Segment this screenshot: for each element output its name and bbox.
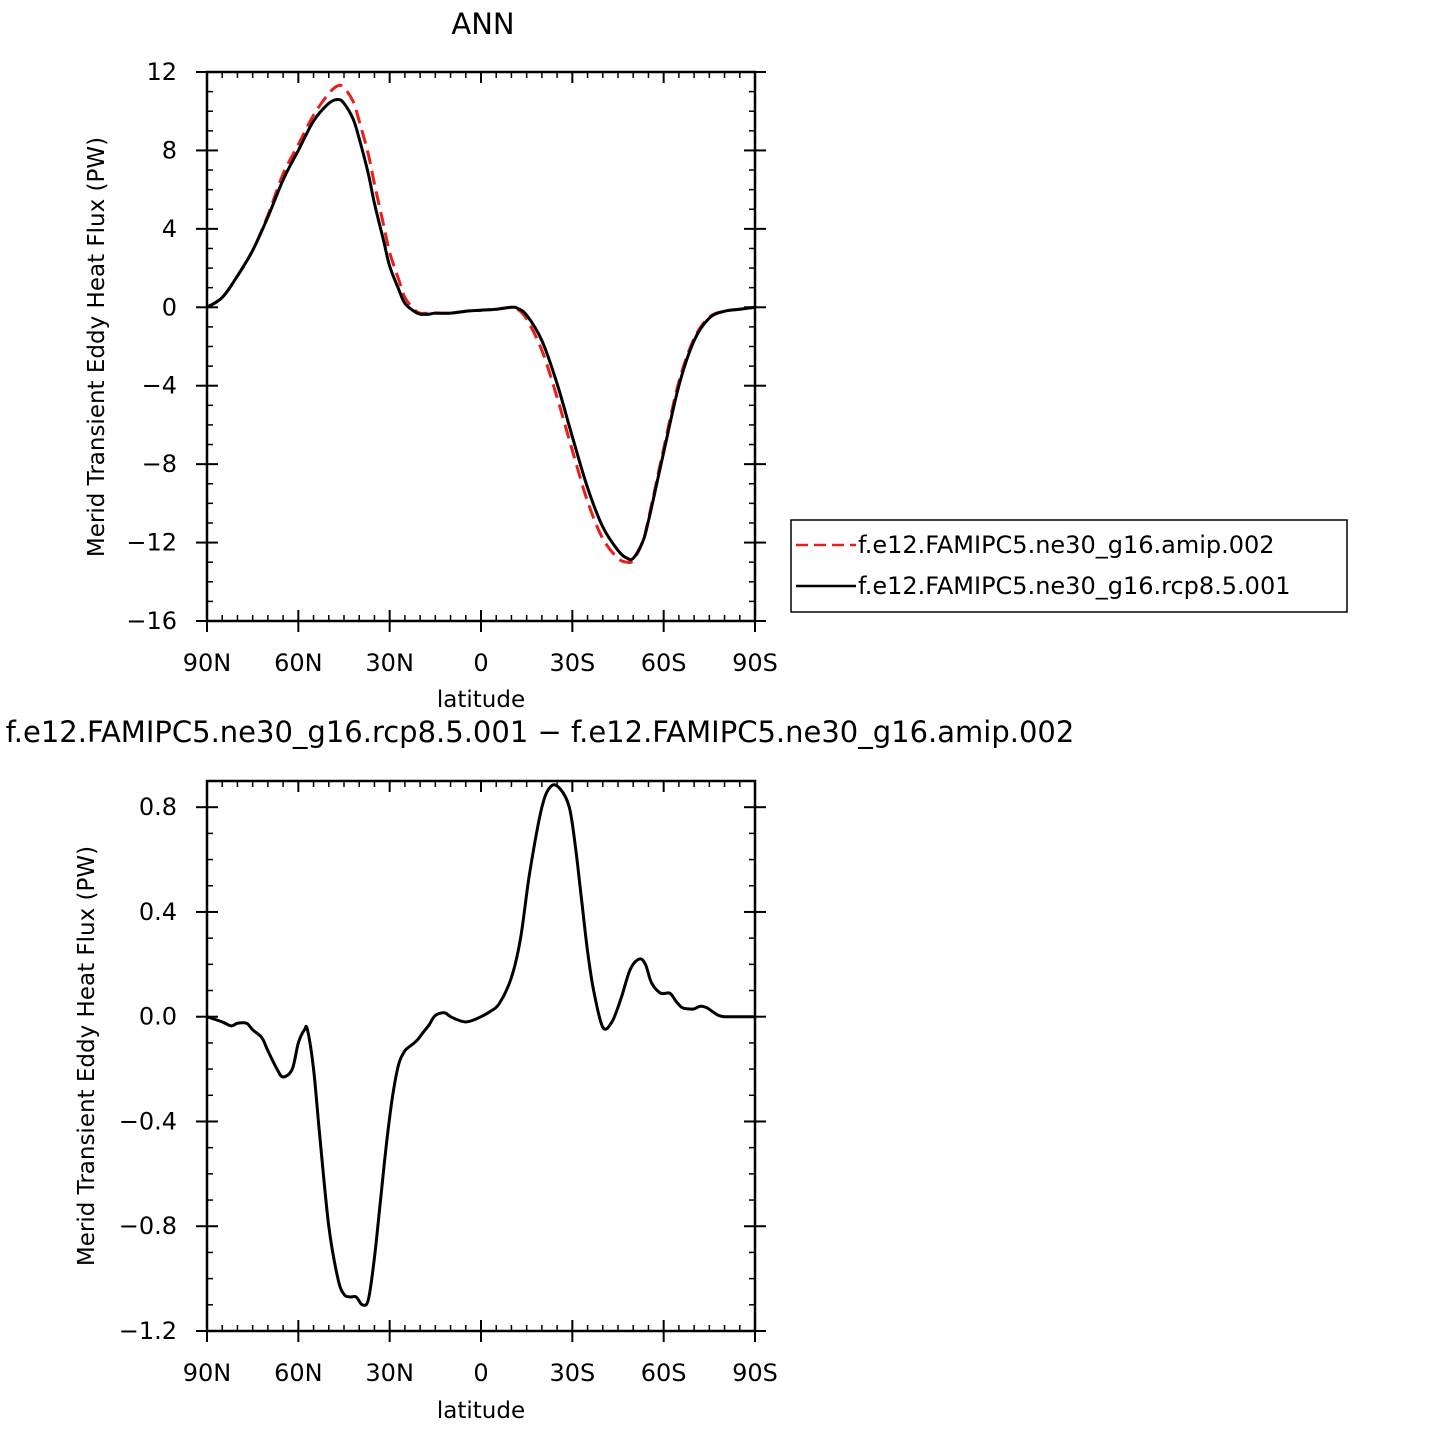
top-y-tick-label: 12 [146,58,177,86]
top-series-line-1 [206,97,756,562]
bottom-y-tick-label: −0.8 [119,1212,177,1240]
bottom-y-tick-label: 0.8 [139,793,177,821]
top-y-tick-label: −12 [126,529,177,557]
top-x-tick-label: 90S [732,649,778,677]
top-x-tick-label: 30S [549,649,595,677]
top-y-tick-label: −4 [142,372,177,400]
top-y-tick-label: 4 [162,215,177,243]
top-chart-title: ANN [451,7,514,41]
bottom-x-axis-label: latitude [437,1398,525,1424]
bottom-x-tick-label: 30S [549,1359,595,1387]
top-panel: ANN 90N 60N 30N 0 30S 60S 90S −16 −12 −8 −4 0 4 8 12 l… [84,7,1348,713]
bottom-x-tick-label: 60S [641,1359,687,1387]
top-y-tick-label: 0 [162,293,177,321]
top-y-axis-label: Merid Transient Eddy Heat Flux (PW) [84,137,110,557]
bottom-y-tick-label: −1.2 [119,1317,177,1345]
bottom-y-axis-label: Merid Transient Eddy Heat Flux (PW) [74,846,100,1266]
top-y-tick-label: −8 [142,450,177,478]
bottom-y-tick-label: −0.4 [119,1107,177,1135]
bottom-axis-ticks: 90N 60N 30N 0 30S 60S 90S −1.2 −0.8 −0.4 0.0 0.4 0.8 [119,780,778,1387]
legend-label-rcp: f.e12.FAMIPC5.ne30_g16.rcp8.5.001 [858,572,1291,600]
legend-box [790,519,1348,613]
bottom-y-tick-label: 0.4 [139,898,177,926]
top-x-tick-label: 60S [641,649,687,677]
bottom-plot-frame [205,779,757,1333]
top-x-tick-label: 60N [274,649,323,677]
top-axis-ticks: 90N 60N 30N 0 30S 60S 90S −16 −12 −8 −4 0 4 8 12 [126,58,778,677]
top-y-tick-label: −16 [126,607,177,635]
top-x-axis-label: latitude [437,687,525,713]
top-y-tick-label: 8 [162,136,177,164]
bottom-series-line-0 [206,783,755,1307]
bottom-y-tick-label: 0.0 [139,1003,177,1031]
bottom-panel: f.e12.FAMIPC5.ne30_g16.rcp8.5.001 − f.e1… [6,715,1075,1424]
top-plot-frame [205,70,757,623]
top-x-tick-label: 30N [365,649,414,677]
bottom-x-tick-label: 60N [274,1359,323,1387]
top-series-line-0 [206,83,756,565]
top-plot-area [206,83,756,565]
bottom-chart-title: f.e12.FAMIPC5.ne30_g16.rcp8.5.001 − f.e1… [6,715,1075,749]
bottom-x-tick-label: 30N [365,1359,414,1387]
legend: f.e12.FAMIPC5.ne30_g16.amip.002 f.e12.FA… [790,519,1348,613]
top-x-tick-label: 0 [473,649,488,677]
bottom-x-tick-label: 90S [732,1359,778,1387]
bottom-x-tick-label: 0 [473,1359,488,1387]
top-x-tick-label: 90N [183,649,232,677]
bottom-x-tick-label: 90N [183,1359,232,1387]
legend-label-amip: f.e12.FAMIPC5.ne30_g16.amip.002 [858,531,1275,559]
bottom-plot-area [206,783,755,1307]
